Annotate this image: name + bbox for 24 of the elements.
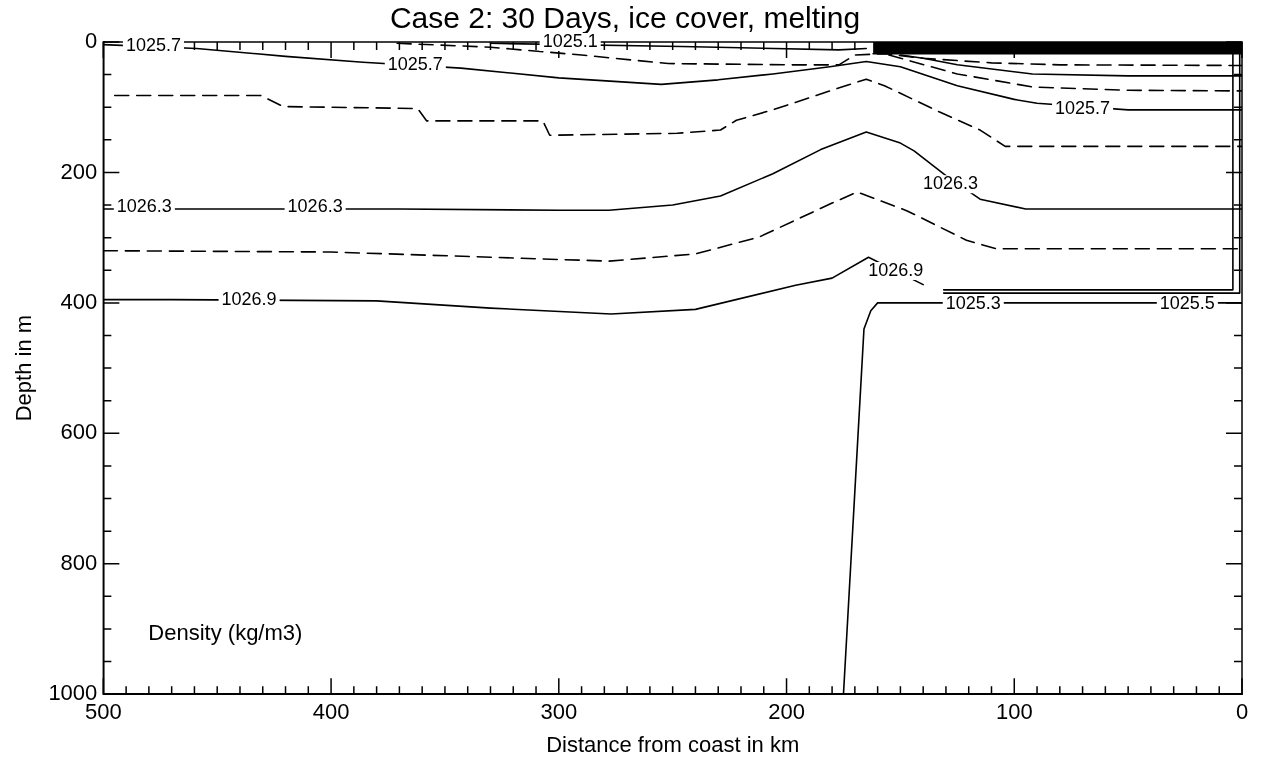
y-tick-label: 400 xyxy=(60,288,98,314)
annotation: 1025.7 xyxy=(125,34,181,55)
annotation: Density (kg/m3) xyxy=(148,620,303,646)
x-tick-label: 500 xyxy=(84,699,122,725)
y-tick-label: 0 xyxy=(85,28,98,54)
y-tick-label: 200 xyxy=(60,158,98,184)
annotation: 1025.3 xyxy=(945,292,1001,313)
x-tick-label: 300 xyxy=(540,699,578,725)
y-axis-title: Depth in m xyxy=(11,314,37,422)
x-axis-title: Distance from coast in km xyxy=(546,731,800,757)
annotation: 1026.9 xyxy=(868,259,924,280)
annotation: 1026.9 xyxy=(221,288,277,309)
annotation: 1025.7 xyxy=(1055,98,1111,119)
y-tick-label: 600 xyxy=(60,419,98,445)
annotation: 1026.3 xyxy=(922,173,979,194)
x-tick-label: 0 xyxy=(1235,699,1249,725)
annotation: 1025.7 xyxy=(387,53,443,74)
x-tick-label: 400 xyxy=(312,699,350,725)
y-tick-label: 800 xyxy=(60,549,98,575)
annotation: 1026.3 xyxy=(116,195,172,216)
annotation: 1026.3 xyxy=(287,195,343,216)
x-tick-label: 100 xyxy=(995,699,1033,725)
annotation: 1025.5 xyxy=(1159,293,1215,314)
x-tick-label: 200 xyxy=(768,699,805,725)
